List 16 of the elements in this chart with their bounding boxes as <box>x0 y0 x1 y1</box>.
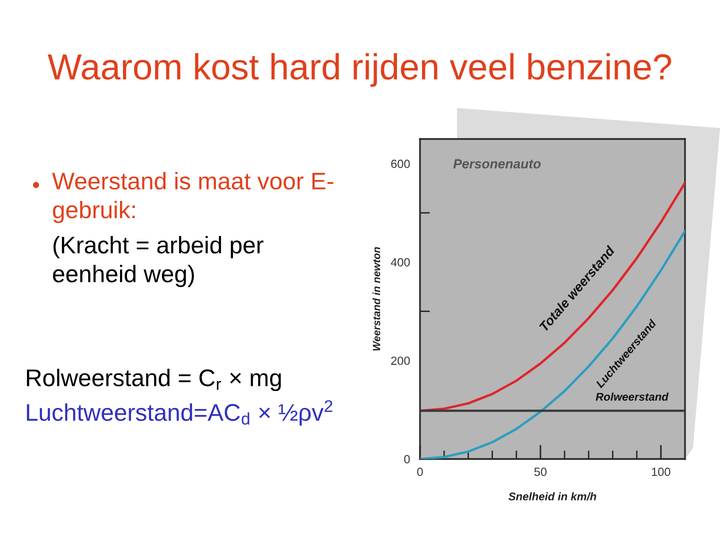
x-axis-title: Snelheid in km/h <box>508 492 596 500</box>
text: Luchtweerstand=AC$_{d}$ × ½ρv$^{2}$ <box>26 400 332 426</box>
x-tick-label: 0 <box>417 468 423 476</box>
y-tick-label: 0 <box>404 455 410 464</box>
text: (Kracht = arbeid per eenheid weg) <box>53 236 264 288</box>
chart-title: Waarom kost hard rijden veel benzine? <box>48 53 672 87</box>
series-label: Rolweerstand <box>596 392 669 401</box>
y-axis-title: Weerstand in newton <box>372 247 380 351</box>
text: Weerstand is maat voor E-gebruik: <box>52 172 334 224</box>
annotation: Personenauto <box>453 159 541 168</box>
y-tick-label: 200 <box>391 356 410 365</box>
y-tick-label: 400 <box>390 258 410 266</box>
y-tick-label: 600 <box>391 160 410 168</box>
text: Rolweerstand = C$_{r}$ × mg <box>26 368 281 392</box>
x-tick-label: 50 <box>534 468 547 476</box>
x-tick-label: 100 <box>652 468 670 476</box>
